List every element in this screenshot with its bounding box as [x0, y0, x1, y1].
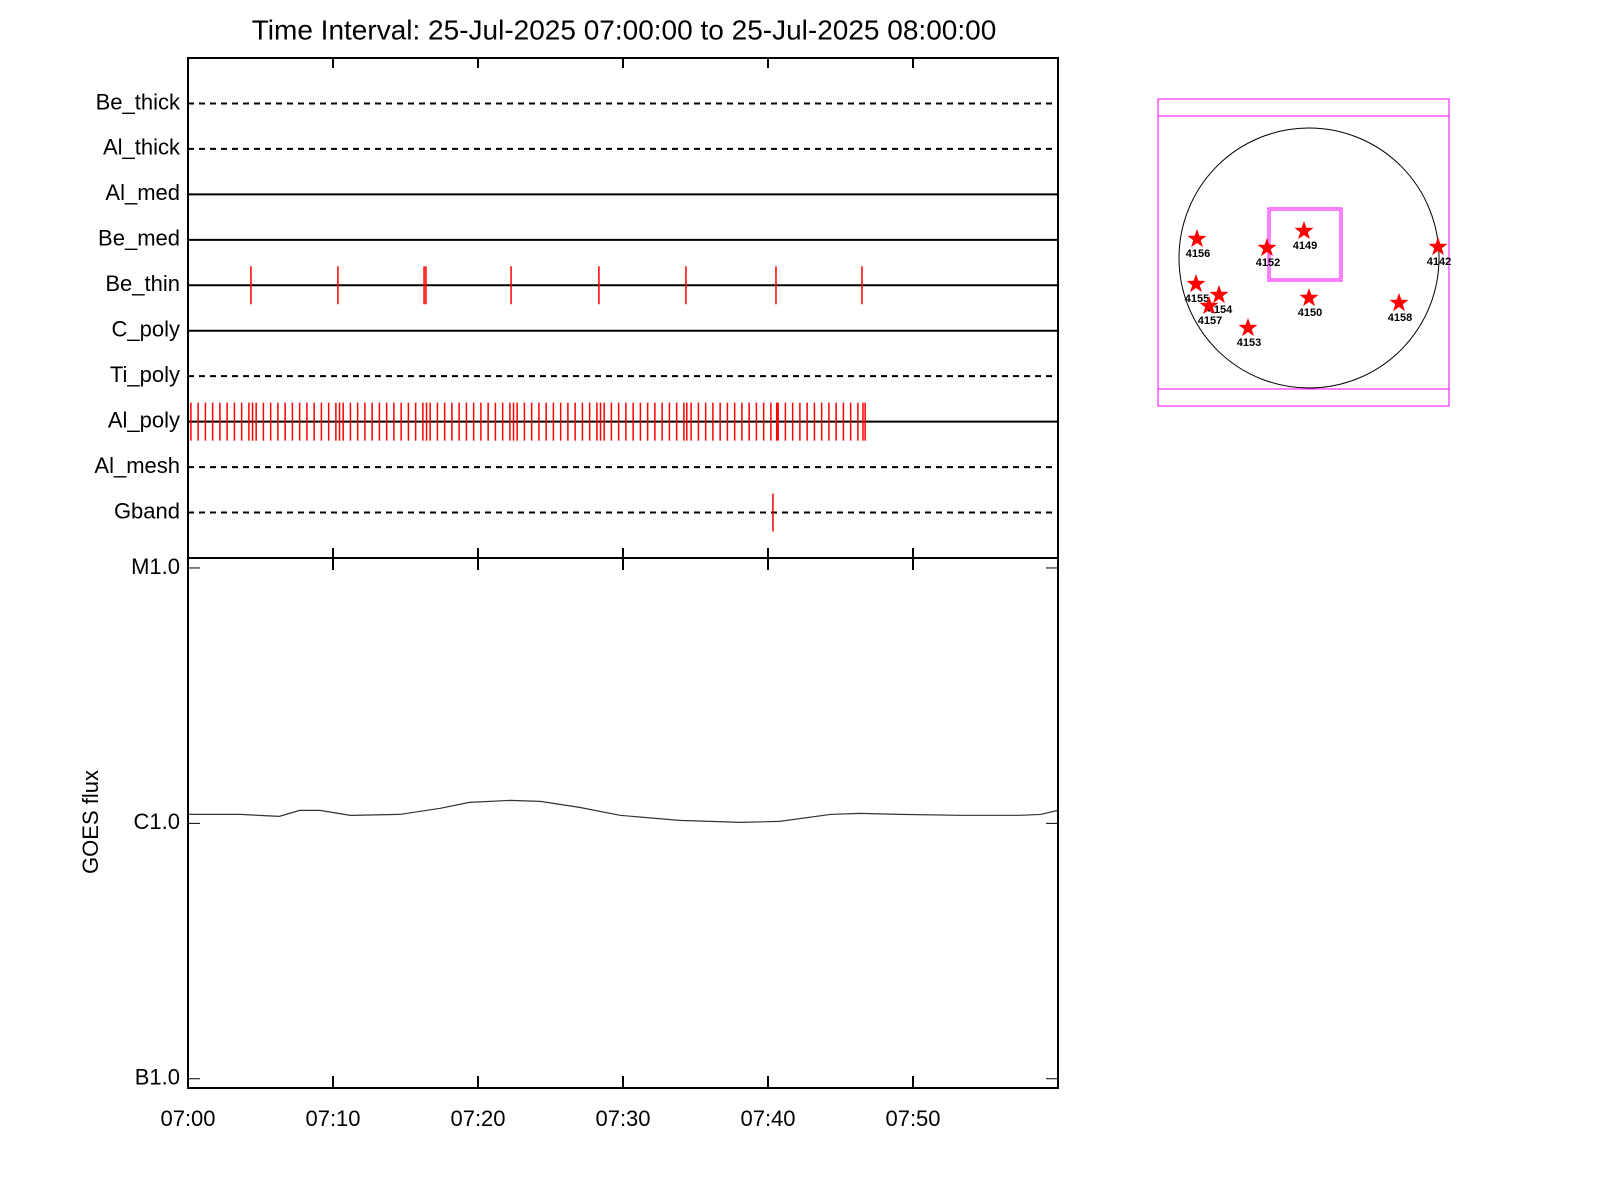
region-label: 4153 — [1237, 337, 1261, 349]
region-star — [1389, 293, 1409, 312]
region-label: 4158 — [1388, 312, 1412, 324]
row-label: Al_poly — [108, 407, 180, 432]
row-label: Be_thick — [96, 89, 181, 114]
region-star — [1238, 318, 1258, 337]
region-star — [1187, 229, 1207, 248]
x-tick-label: 07:00 — [160, 1106, 215, 1131]
y-tick-label: C1.0 — [134, 809, 180, 834]
y-axis-label: GOES flux — [78, 770, 103, 874]
row-label: Al_thick — [103, 135, 181, 160]
x-tick-label: 07:20 — [450, 1106, 505, 1131]
region-star — [1186, 274, 1206, 293]
region-label: 4142 — [1427, 256, 1451, 268]
solar-disk — [1178, 127, 1440, 389]
row-label: Ti_poly — [110, 362, 180, 387]
y-tick-label: M1.0 — [131, 554, 180, 579]
row-label: Al_mesh — [94, 453, 180, 478]
x-tick-label: 07:40 — [740, 1106, 795, 1131]
region-star — [1299, 288, 1319, 307]
solar-map — [1157, 98, 1450, 407]
x-tick-label: 07:50 — [885, 1106, 940, 1131]
region-label: 4152 — [1256, 257, 1280, 269]
region-label: 4155 — [1185, 293, 1209, 305]
region-star — [1209, 285, 1229, 304]
timeline-frame — [187, 57, 1059, 559]
goes-line — [188, 799, 1059, 823]
region-star — [1294, 221, 1314, 240]
row-label: Al_med — [105, 180, 180, 205]
goes-frame — [187, 557, 1059, 1089]
region-star — [1199, 296, 1219, 315]
row-label: Be_thin — [105, 271, 180, 296]
x-tick-label: 07:30 — [595, 1106, 650, 1131]
row-label: Be_med — [98, 226, 180, 251]
region-star — [1428, 237, 1448, 256]
region-label: 4150 — [1298, 307, 1322, 319]
row-label: Gband — [114, 498, 180, 523]
fov-box — [1157, 98, 1450, 407]
row-label: C_poly — [112, 317, 180, 342]
pointing-box — [1269, 209, 1341, 280]
y-tick-label: B1.0 — [135, 1065, 180, 1090]
chart-title: Time Interval: 25-Jul-2025 07:00:00 to 2… — [252, 14, 997, 45]
region-label: 4149 — [1293, 240, 1317, 252]
x-tick-label: 07:10 — [305, 1106, 360, 1131]
region-label: 4156 — [1186, 248, 1210, 260]
region-label: 4157 — [1198, 315, 1222, 327]
region-star — [1257, 238, 1277, 257]
